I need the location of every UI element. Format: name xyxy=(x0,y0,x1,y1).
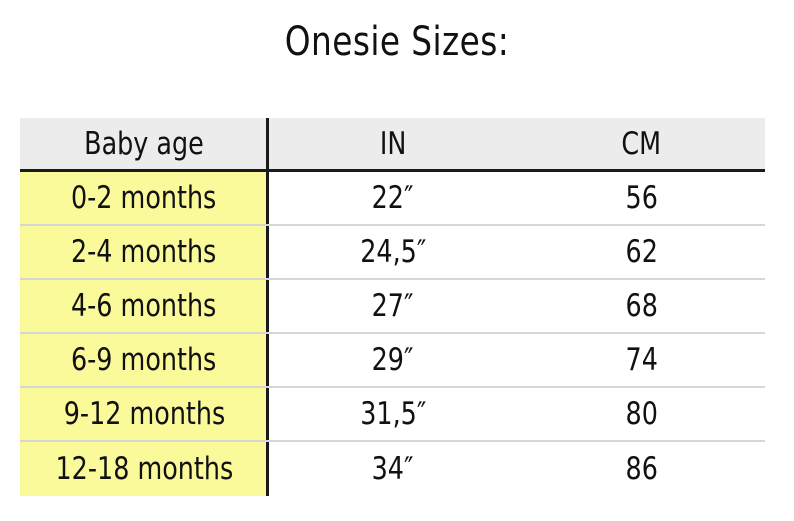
table-header-row: Baby age IN CM xyxy=(20,118,765,172)
inch-cell: 24,5″ xyxy=(359,234,427,270)
cm-cell: 74 xyxy=(625,342,658,378)
inch-cell: 27″ xyxy=(372,288,414,324)
column-divider xyxy=(266,226,269,278)
age-cell: 12-18 months xyxy=(20,442,268,496)
inch-cell: 29″ xyxy=(372,342,414,378)
cm-cell: 56 xyxy=(625,180,658,216)
column-divider xyxy=(266,334,269,386)
inch-cell: 34″ xyxy=(372,451,414,487)
column-divider xyxy=(266,388,269,440)
header-in: IN xyxy=(379,125,407,162)
header-cm: CM xyxy=(621,125,662,162)
cm-cell: 62 xyxy=(625,234,658,270)
column-divider xyxy=(266,172,269,224)
column-divider xyxy=(266,280,269,332)
page-title: Onesie Sizes: xyxy=(284,19,510,65)
age-cell: 2-4 months xyxy=(20,226,268,278)
column-divider xyxy=(266,442,269,496)
age-cell: 9-12 months xyxy=(20,388,268,440)
age-cell: 0-2 months xyxy=(20,172,268,224)
cm-cell: 80 xyxy=(625,396,658,432)
age-cell: 6-9 months xyxy=(20,334,268,386)
header-baby-age: Baby age xyxy=(84,125,204,162)
cm-cell: 86 xyxy=(625,451,658,487)
inch-cell: 31,5″ xyxy=(359,396,427,432)
table-row: 2-4 months 24,5″ 62 xyxy=(20,226,765,280)
table-row: 9-12 months 31,5″ 80 xyxy=(20,388,765,442)
age-cell: 4-6 months xyxy=(20,280,268,332)
inch-cell: 22″ xyxy=(372,180,414,216)
table-row: 0-2 months 22″ 56 xyxy=(20,172,765,226)
column-divider xyxy=(266,118,269,169)
size-table: Baby age IN CM 0-2 months 22″ 56 2-4 mon… xyxy=(20,118,765,496)
cm-cell: 68 xyxy=(625,288,658,324)
table-row: 4-6 months 27″ 68 xyxy=(20,280,765,334)
table-row: 12-18 months 34″ 86 xyxy=(20,442,765,496)
table-row: 6-9 months 29″ 74 xyxy=(20,334,765,388)
